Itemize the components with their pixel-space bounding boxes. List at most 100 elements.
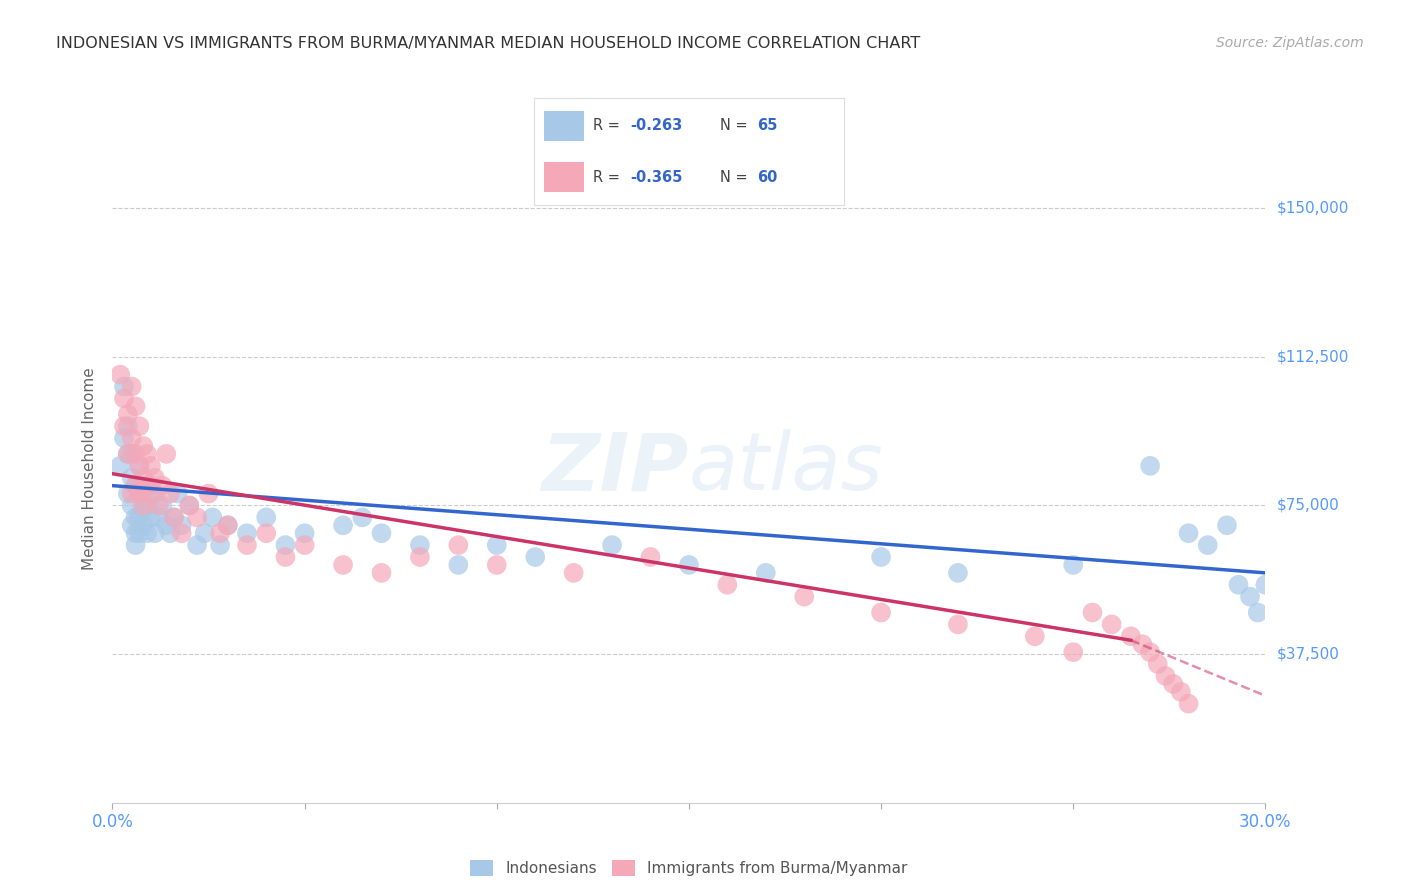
Point <box>121 431 143 445</box>
Point <box>1024 629 1046 643</box>
Point <box>152 499 174 513</box>
Point <box>132 439 155 453</box>
Text: N =: N = <box>720 169 752 185</box>
Point <box>132 518 155 533</box>
Point <box>155 518 177 533</box>
Text: $112,500: $112,500 <box>1277 350 1350 364</box>
Point <box>128 419 150 434</box>
Point <box>136 526 159 541</box>
Text: -0.365: -0.365 <box>630 169 682 185</box>
Point <box>217 518 239 533</box>
Point <box>128 510 150 524</box>
Point <box>1177 697 1199 711</box>
Point <box>755 566 778 580</box>
Point <box>148 499 170 513</box>
Point <box>524 549 547 564</box>
Point <box>136 447 159 461</box>
Text: -0.263: -0.263 <box>630 119 682 134</box>
Point <box>716 578 738 592</box>
Point <box>678 558 700 572</box>
Text: N =: N = <box>720 119 752 134</box>
Point <box>254 510 277 524</box>
Point <box>600 538 623 552</box>
Point <box>117 407 139 421</box>
Point <box>136 478 159 492</box>
Point <box>143 526 166 541</box>
Point <box>163 510 186 524</box>
Point <box>124 538 146 552</box>
Point <box>163 510 186 524</box>
Point <box>139 510 162 524</box>
Point <box>1139 458 1161 473</box>
Text: atlas: atlas <box>689 429 884 508</box>
Point <box>209 526 232 541</box>
Point <box>640 549 662 564</box>
Text: $75,000: $75,000 <box>1277 498 1340 513</box>
Point <box>124 447 146 461</box>
Point <box>352 510 374 524</box>
Point <box>236 538 259 552</box>
FancyBboxPatch shape <box>544 162 583 193</box>
Point <box>128 526 150 541</box>
Point <box>447 538 470 552</box>
Point <box>1132 637 1154 651</box>
Point <box>1161 677 1184 691</box>
Point <box>332 558 354 572</box>
Point <box>128 458 150 473</box>
Point <box>274 538 297 552</box>
Point <box>1216 518 1239 533</box>
Point <box>112 392 135 406</box>
Point <box>121 379 143 393</box>
Point <box>166 486 188 500</box>
Point <box>143 486 166 500</box>
Point <box>124 478 146 492</box>
Point <box>121 499 143 513</box>
Point <box>117 447 139 461</box>
Text: $37,500: $37,500 <box>1277 647 1340 662</box>
Point <box>159 526 181 541</box>
Point <box>112 379 135 393</box>
Point <box>1247 606 1270 620</box>
FancyBboxPatch shape <box>544 111 583 141</box>
Point <box>186 538 208 552</box>
Point <box>124 510 146 524</box>
Point <box>217 518 239 533</box>
Point <box>128 458 150 473</box>
Point <box>121 518 143 533</box>
Point <box>1239 590 1261 604</box>
Point <box>332 518 354 533</box>
Point <box>946 566 969 580</box>
Point <box>562 566 585 580</box>
Point <box>170 518 193 533</box>
Point <box>409 549 432 564</box>
Point <box>143 471 166 485</box>
Point <box>1154 669 1177 683</box>
Point <box>1062 645 1084 659</box>
Point <box>1101 617 1123 632</box>
Point <box>108 368 131 382</box>
Point <box>370 566 392 580</box>
Point <box>1170 685 1192 699</box>
Point <box>254 526 277 541</box>
Point <box>1081 606 1104 620</box>
Point <box>1197 538 1219 552</box>
Point <box>1177 526 1199 541</box>
Point <box>117 486 139 500</box>
Point <box>485 558 508 572</box>
Point <box>132 502 155 516</box>
Point <box>136 499 159 513</box>
Point <box>139 458 162 473</box>
Point <box>1119 629 1142 643</box>
Point <box>128 486 150 500</box>
Point <box>1146 657 1168 671</box>
Point <box>139 486 162 500</box>
Point <box>1254 578 1277 592</box>
Point <box>1062 558 1084 572</box>
Point <box>117 419 139 434</box>
Point <box>108 458 131 473</box>
Text: R =: R = <box>593 119 624 134</box>
Point <box>121 471 143 485</box>
Point <box>194 526 217 541</box>
Point <box>128 486 150 500</box>
Point <box>139 478 162 492</box>
